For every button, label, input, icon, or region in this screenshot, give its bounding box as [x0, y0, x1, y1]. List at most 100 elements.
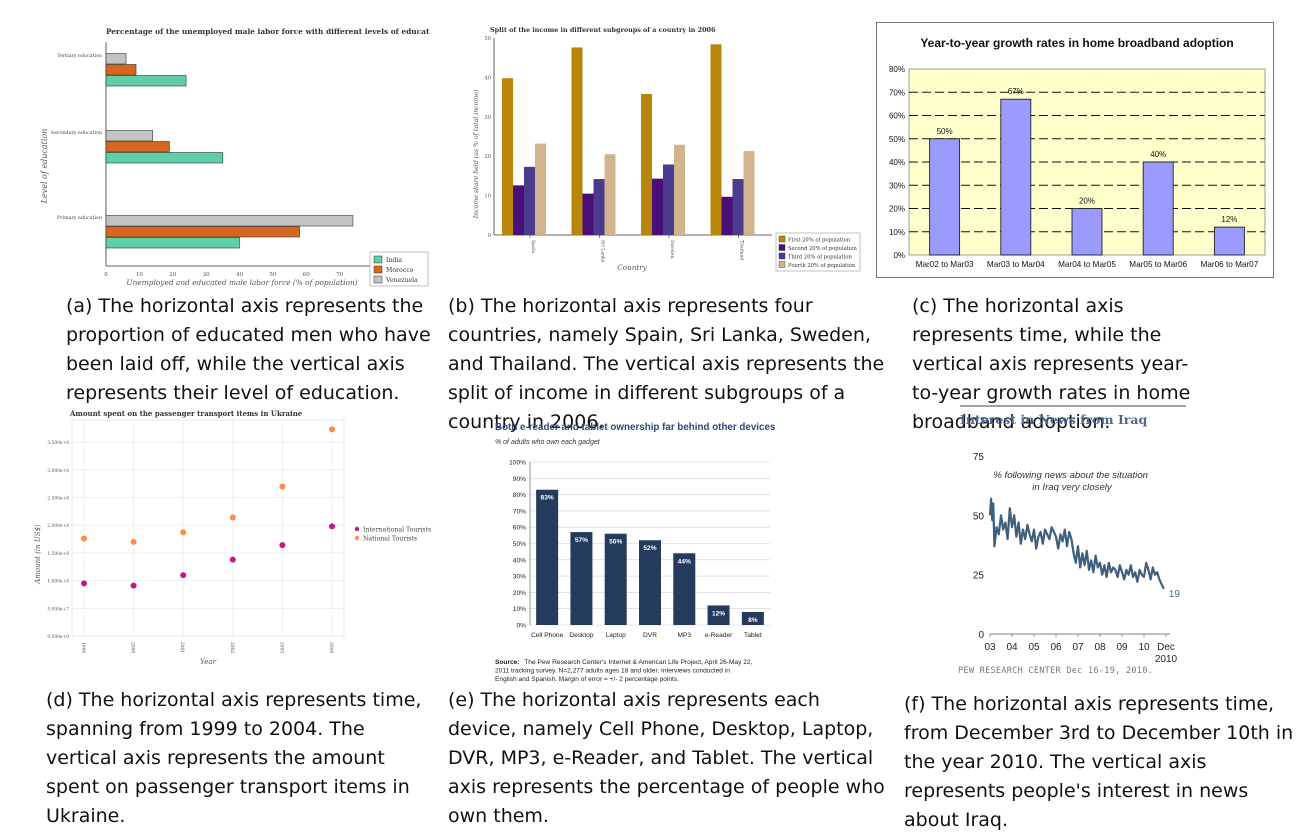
x-tick-label: 2001 [179, 642, 184, 653]
chart-title: Split of the income in different subgrou… [490, 26, 716, 34]
x-tick-label: Mar05 to Mar06 [1129, 260, 1187, 269]
chart-panel-b: Split of the income in different subgrou… [462, 18, 862, 280]
y-tick-label: 20% [513, 590, 526, 597]
source-note: Source: The Pew Research Center's Intern… [495, 659, 754, 683]
bar [1213, 226, 1245, 256]
chart-title: Year-to-year growth rates in home broadb… [920, 36, 1233, 50]
x-tick-label: Dec [1157, 642, 1175, 653]
y-axis-label: Level of education [40, 129, 49, 205]
data-label: 20% [1079, 197, 1095, 206]
legend-label: India [386, 257, 402, 264]
y-tick-label: 40% [513, 557, 526, 564]
point-national-tourists [130, 538, 137, 545]
x-tick-label: 2002 [229, 642, 234, 653]
x-tick-label: Mar04 to Mar05 [1058, 260, 1116, 269]
x-tick-label: Mar06 to Mar07 [1201, 260, 1259, 269]
point-international-tourists [229, 556, 236, 563]
bar-4 [674, 144, 685, 235]
bar [536, 489, 559, 625]
x-tick-label: 09 [1116, 642, 1128, 653]
bar-venezuela [105, 215, 354, 227]
source-line: 2011 tracking survey. N=2,277 adults age… [495, 668, 730, 675]
y-tick-label: 1.500e+8 [47, 552, 69, 557]
chart-subtitle: % of adults who own each gadget [495, 439, 601, 446]
legend-label: National Tourists [363, 536, 417, 543]
y-tick-label: 3.000e+8 [47, 469, 69, 474]
annotation-line: % following news about the situation [993, 470, 1148, 481]
x-tick-label: 1999 [80, 642, 85, 653]
bar-3 [663, 164, 674, 235]
caption-b: (b) The horizontal axis represents four … [448, 295, 885, 433]
chart-panel-c: Year-to-year growth rates in home broadb… [876, 22, 1274, 278]
y-tick-label: Secondary education [51, 130, 102, 136]
x-tick-label: 70 [336, 272, 344, 278]
chart-panel-d: Amount spent on the passenger transport … [32, 402, 440, 674]
x-tick-label: Laptop [606, 632, 627, 639]
bar [707, 605, 730, 625]
x-tick-label: MP3 [678, 632, 692, 639]
point-international-tourists [81, 580, 87, 587]
chart-title: Amount spent on the passenger transport … [69, 409, 303, 418]
data-label: 83% [541, 495, 554, 502]
y-tick-label: 70% [513, 508, 526, 515]
bar [604, 533, 627, 625]
x-tick-label: 08 [1094, 642, 1106, 653]
data-label: 67% [1008, 87, 1024, 96]
bar [639, 540, 661, 625]
bar-4 [743, 151, 755, 235]
gadget-ownership-bar-chart: Both e-reader and tablet ownership far b… [495, 422, 776, 683]
x-tick-label: Mar03 to Mar04 [987, 260, 1045, 269]
plot-area [71, 419, 345, 637]
y-tick-label: 20 [484, 154, 491, 160]
point-national-tourists [329, 426, 335, 433]
y-tick-label: 40% [889, 158, 905, 167]
data-label: 56% [609, 539, 622, 546]
bar-4 [604, 154, 616, 235]
bar-3 [524, 166, 535, 235]
legend-label: Morocco [386, 267, 414, 274]
y-tick-label: Primary education [57, 215, 102, 221]
x-tick-label: 10 [1138, 642, 1150, 653]
x-tick-label: 04 [1006, 642, 1018, 653]
caption-e: (e) The horizontal axis represents each … [448, 689, 885, 827]
y-tick-label: 25 [973, 571, 985, 582]
bar-venezuela [105, 53, 127, 65]
x-axis-label: Unemployed and educated male labor force… [126, 278, 357, 287]
caption-f: (f) The horizontal axis represents time,… [904, 693, 1294, 831]
y-tick-label: 0% [893, 251, 905, 260]
bar [673, 553, 696, 625]
chart-panel-e: Both e-reader and tablet ownership far b… [488, 414, 788, 686]
x-tick-label: Sri Lanka [600, 240, 606, 263]
bar-2 [721, 196, 733, 235]
y-tick-label: 5.000e+7 [47, 607, 69, 612]
x-tick-label: DVR [643, 632, 657, 639]
y-tick-label: 2.500e+8 [47, 497, 69, 502]
bar-2 [513, 185, 524, 235]
y-tick-label: 70% [889, 88, 905, 97]
x-tick-year: 2010 [1155, 654, 1178, 665]
data-label: 8% [748, 617, 758, 624]
legend-swatch [373, 255, 383, 264]
chart-panel-a: Percentage of the unemployed male labor … [30, 18, 430, 290]
bar [1071, 208, 1103, 256]
bar-india [105, 237, 240, 249]
legend-swatch [778, 235, 786, 243]
y-tick-label: 40 [484, 75, 491, 81]
chart-title: Percentage of the unemployed male labor … [106, 27, 430, 36]
legend-marker [354, 535, 360, 541]
bar [929, 138, 961, 256]
point-national-tourists [180, 529, 187, 536]
source-label: Source: [495, 659, 520, 666]
y-tick-label: 0 [978, 630, 984, 641]
x-tick-label: 60 [303, 272, 311, 278]
data-label: 12% [712, 610, 725, 617]
x-tick-label: Desktop [569, 632, 594, 639]
x-tick-label: Mar02 to Mar03 [916, 260, 974, 269]
y-tick-label: 50 [484, 36, 491, 42]
x-axis-label: Year [200, 657, 217, 666]
bar [1142, 161, 1174, 256]
x-tick-label: 2004 [328, 642, 333, 653]
legend-marker [354, 526, 360, 532]
data-label: 44% [678, 558, 691, 565]
bar-1 [571, 47, 583, 236]
